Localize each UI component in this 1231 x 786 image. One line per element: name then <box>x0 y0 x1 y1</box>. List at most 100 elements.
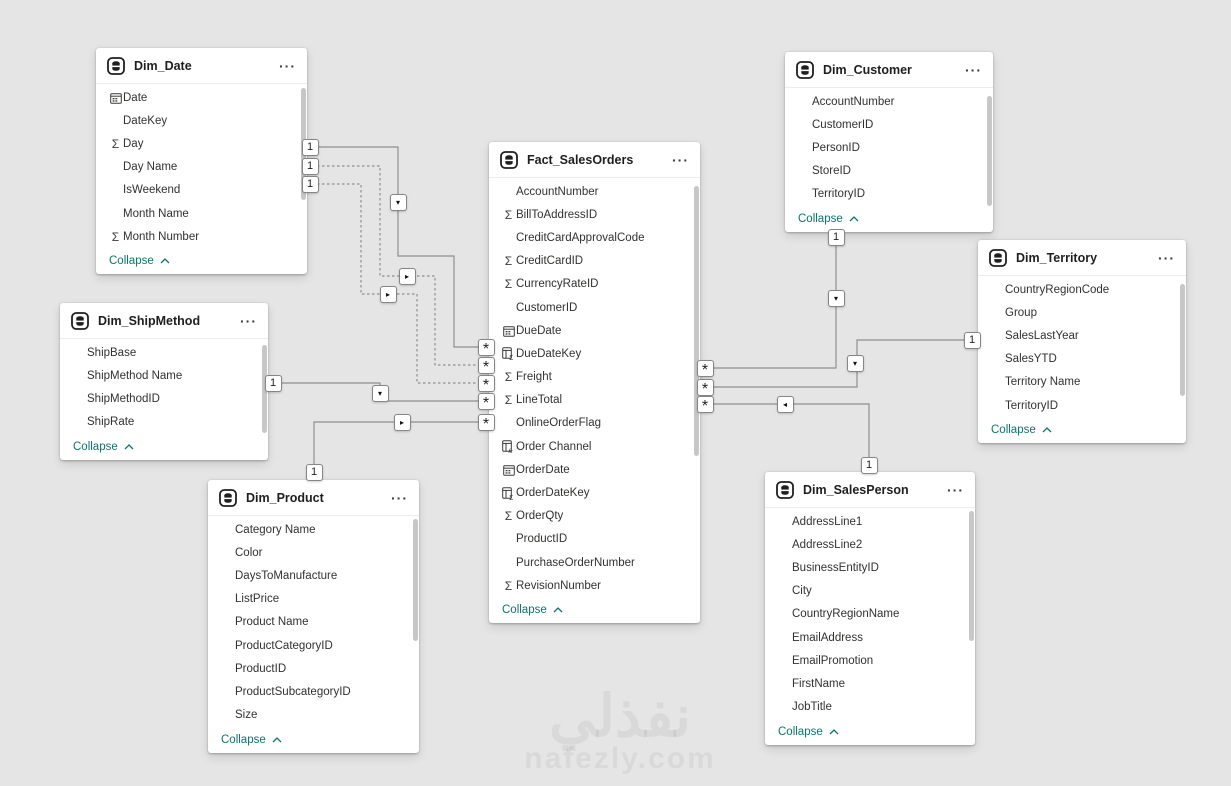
table-dim_territory[interactable]: Dim_Territory ··· CountryRegionCode Group Sa… <box>978 240 1186 444</box>
scrollbar[interactable] <box>969 511 974 641</box>
field-row[interactable]: TerritoryID <box>978 394 1186 417</box>
table-dim_product[interactable]: Dim_Product ··· Category Name Color DaysToMa… <box>208 480 419 753</box>
field-row[interactable]: Σ CreditCardID <box>489 250 700 273</box>
field-row[interactable]: DueDate <box>489 319 700 342</box>
more-options-icon[interactable]: ··· <box>279 57 296 74</box>
relationship-line-rel-date-fact-3[interactable] <box>307 183 489 384</box>
table-fact_salesorders[interactable]: Fact_SalesOrders ··· AccountNumber Σ BillToA… <box>489 142 700 624</box>
cardinality-many-rel-product-fact[interactable]: * <box>477 413 495 432</box>
cardinality-many-rel-shipmethod-fact[interactable]: * <box>477 392 495 411</box>
more-options-icon[interactable]: ··· <box>1158 249 1175 266</box>
field-row[interactable]: ShipMethod Name <box>60 364 268 387</box>
cardinality-many-rel-customer-fact[interactable]: * <box>696 359 714 378</box>
more-options-icon[interactable]: ··· <box>240 312 257 329</box>
field-row[interactable]: Σ OrderDateKey <box>489 481 700 504</box>
more-options-icon[interactable]: ··· <box>947 481 964 498</box>
table-header[interactable]: Fact_SalesOrders ··· <box>489 142 700 178</box>
table-dim_date[interactable]: Dim_Date ··· Date DateKey Σ Day Day Name IsWeek… <box>96 48 307 275</box>
collapse-link[interactable]: Collapse <box>489 597 700 623</box>
field-row[interactable]: SalesLastYear <box>978 324 1186 347</box>
field-row[interactable]: FirstName <box>765 672 975 695</box>
collapse-link[interactable]: Collapse <box>785 206 993 232</box>
cardinality-one-rel-shipmethod-fact[interactable]: 1 <box>264 374 282 392</box>
field-row[interactable]: Month Name <box>96 202 307 225</box>
field-row[interactable]: ProductCategoryID <box>208 634 419 657</box>
field-row[interactable]: ProductID <box>208 657 419 680</box>
filter-direction-left-icon-rel-salesperson-fact[interactable]: ◂ <box>776 395 794 413</box>
field-row[interactable]: ProductID <box>489 528 700 551</box>
field-row[interactable]: DaysToManufacture <box>208 564 419 587</box>
field-row[interactable]: Color <box>208 541 419 564</box>
collapse-link[interactable]: Collapse <box>60 434 268 460</box>
filter-direction-right-icon-rel-product-fact[interactable]: ▸ <box>393 413 411 431</box>
cardinality-one-rel-date-fact-2[interactable]: 1 <box>301 157 319 175</box>
cardinality-one-rel-salesperson-fact[interactable]: 1 <box>860 456 878 474</box>
cardinality-many-rel-territory-fact[interactable]: * <box>696 378 714 397</box>
field-row[interactable]: ShipMethodID <box>60 387 268 410</box>
field-row[interactable]: EmailAddress <box>765 626 975 649</box>
field-row[interactable]: Σ Freight <box>489 366 700 389</box>
field-row[interactable]: DateKey <box>96 109 307 132</box>
collapse-link[interactable]: Collapse <box>208 727 419 753</box>
field-row[interactable]: AddressLine2 <box>765 533 975 556</box>
table-header[interactable]: Dim_SalesPerson ··· <box>765 472 975 508</box>
field-row[interactable]: AccountNumber <box>489 180 700 203</box>
field-row[interactable]: StoreID <box>785 160 993 183</box>
field-row[interactable]: ShipBase <box>60 341 268 364</box>
cardinality-one-rel-date-fact-3[interactable]: 1 <box>301 175 319 193</box>
field-row[interactable]: PersonID <box>785 136 993 159</box>
field-row[interactable]: ShipRate <box>60 411 268 434</box>
field-row[interactable]: OrderDate <box>489 458 700 481</box>
relationship-line-rel-territory-fact[interactable] <box>700 339 978 388</box>
more-options-icon[interactable]: ··· <box>391 489 408 506</box>
table-dim_shipmethod[interactable]: Dim_ShipMethod ··· ShipBase ShipMethod Name… <box>60 303 268 460</box>
relationship-line-rel-product-fact[interactable] <box>313 421 489 480</box>
field-row[interactable]: CustomerID <box>785 113 993 136</box>
field-row[interactable]: Σ LineTotal <box>489 389 700 412</box>
cardinality-many-rel-date-fact-2[interactable]: * <box>477 356 495 375</box>
field-row[interactable]: Product Name <box>208 611 419 634</box>
collapse-link[interactable]: Collapse <box>978 417 1186 443</box>
field-row[interactable]: Group <box>978 301 1186 324</box>
field-row[interactable]: IsWeekend <box>96 179 307 202</box>
cardinality-one-rel-product-fact[interactable]: 1 <box>305 463 323 481</box>
relationship-line-rel-date-fact-1[interactable] <box>307 146 489 348</box>
field-row[interactable]: CountryRegionCode <box>978 278 1186 301</box>
scrollbar[interactable] <box>1180 284 1185 396</box>
field-row[interactable]: CustomerID <box>489 296 700 319</box>
cardinality-many-rel-date-fact-1[interactable]: * <box>477 338 495 357</box>
cardinality-one-rel-customer-fact[interactable]: 1 <box>827 228 845 246</box>
scrollbar[interactable] <box>694 186 699 456</box>
cardinality-many-rel-date-fact-3[interactable]: * <box>477 374 495 393</box>
field-row[interactable]: ListPrice <box>208 588 419 611</box>
field-row[interactable]: CountryRegionName <box>765 603 975 626</box>
field-row[interactable]: EmailPromotion <box>765 649 975 672</box>
field-row[interactable]: Σ DueDateKey <box>489 342 700 365</box>
relationship-line-rel-customer-fact[interactable] <box>700 228 837 369</box>
field-row[interactable]: Day Name <box>96 156 307 179</box>
field-row[interactable]: Size <box>208 704 419 727</box>
filter-direction-down-icon-rel-customer-fact[interactable]: ▾ <box>827 289 845 307</box>
table-header[interactable]: Dim_ShipMethod ··· <box>60 303 268 339</box>
field-row[interactable]: Σ CurrencyRateID <box>489 273 700 296</box>
filter-direction-down-icon-rel-territory-fact[interactable]: ▾ <box>846 354 864 372</box>
collapse-link[interactable]: Collapse <box>96 248 307 274</box>
table-header[interactable]: Dim_Product ··· <box>208 480 419 516</box>
field-row[interactable]: BusinessEntityID <box>765 556 975 579</box>
field-row[interactable]: Σ RevisionNumber <box>489 574 700 597</box>
scrollbar[interactable] <box>413 519 418 641</box>
relationship-line-rel-salesperson-fact[interactable] <box>700 403 870 472</box>
field-row[interactable]: Σ OrderQty <box>489 505 700 528</box>
field-row[interactable]: Σ Month Number <box>96 225 307 248</box>
cardinality-one-rel-date-fact-1[interactable]: 1 <box>301 138 319 156</box>
field-row[interactable]: Σ BillToAddressID <box>489 203 700 226</box>
field-row[interactable]: Territory Name <box>978 371 1186 394</box>
filter-direction-down-icon-rel-date-fact-1[interactable]: ▾ <box>389 193 407 211</box>
table-header[interactable]: Dim_Date ··· <box>96 48 307 84</box>
field-row[interactable]: Σ Day <box>96 132 307 155</box>
field-row[interactable]: Date <box>96 86 307 109</box>
collapse-link[interactable]: Collapse <box>765 719 975 745</box>
more-options-icon[interactable]: ··· <box>672 151 689 168</box>
field-row[interactable]: City <box>765 580 975 603</box>
field-row[interactable]: ProductSubcategoryID <box>208 680 419 703</box>
